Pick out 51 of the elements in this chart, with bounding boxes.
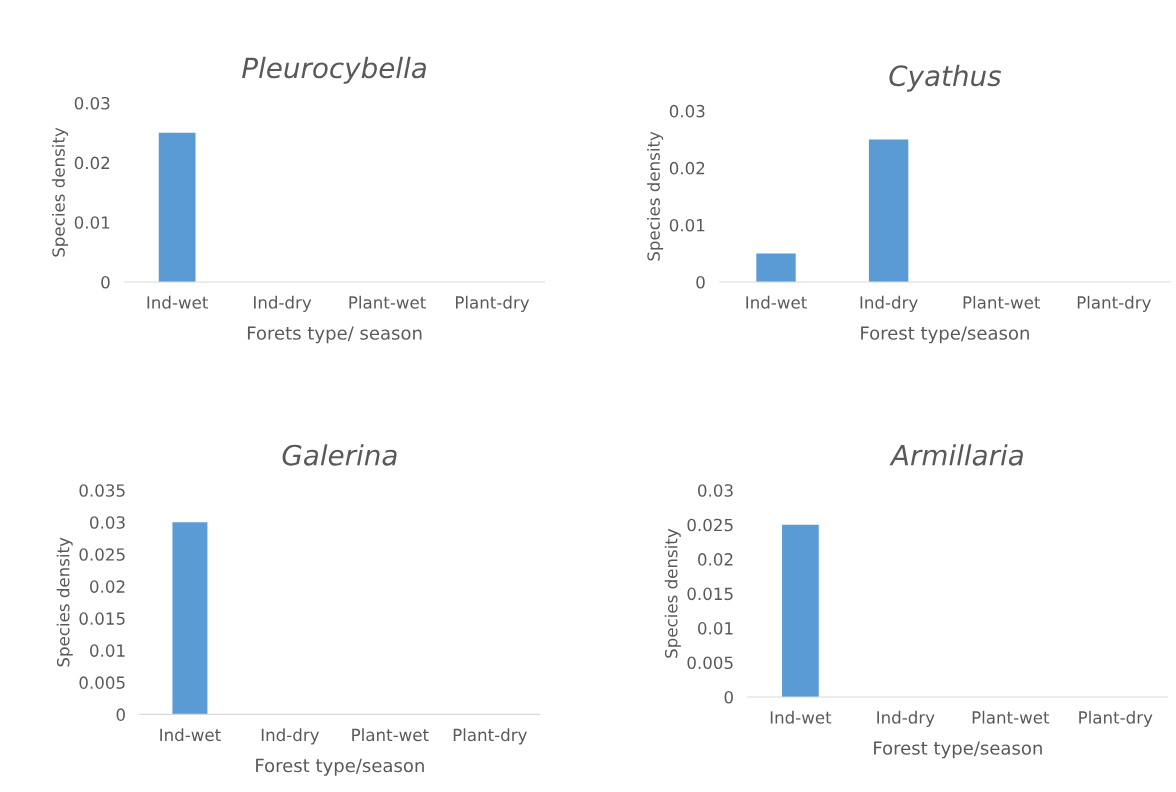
chart-title: Galerina xyxy=(282,444,397,466)
y-axis-title: Species density xyxy=(647,131,664,261)
chart-title: Cyathus xyxy=(889,64,1002,92)
y-tick-label: 0.01 xyxy=(669,218,705,232)
y-tick-label: 0 xyxy=(116,708,125,721)
x-tick-label: Plant-wet xyxy=(349,295,426,309)
x-tick-label: Ind-dry xyxy=(254,295,312,312)
x-tick-label: Plant-wet xyxy=(963,295,1041,309)
y-tick-label: 0.03 xyxy=(90,516,125,529)
x-axis-title: Forest type/season xyxy=(256,758,424,776)
y-tick-label: 0.01 xyxy=(74,216,110,229)
y-tick-label: 0.02 xyxy=(74,156,110,170)
y-tick-label: 0.03 xyxy=(698,484,733,497)
y-tick-label: 0.02 xyxy=(90,580,125,593)
x-tick-label: Plant-wet xyxy=(352,728,429,742)
x-tick-label: Ind-dry xyxy=(261,728,320,745)
x-tick-label: Ind-wet xyxy=(160,728,221,742)
y-tick-label: 0.02 xyxy=(669,161,705,175)
y-tick-label: 0.025 xyxy=(79,548,125,561)
y-tick-label: 0.01 xyxy=(698,622,733,635)
y-tick-label: 0.005 xyxy=(79,676,125,689)
y-tick-label: 0.025 xyxy=(687,518,733,532)
x-tick-label: Ind-wet xyxy=(770,710,832,724)
y-tick-label: 0.015 xyxy=(687,587,733,601)
x-tick-label: Plant-wet xyxy=(972,710,1050,724)
y-tick-label: 0.015 xyxy=(79,612,125,625)
x-tick-label: Plant-dry xyxy=(1079,710,1153,727)
y-tick-label: 0 xyxy=(101,275,110,289)
y-tick-label: 0 xyxy=(696,275,705,289)
y-tick-label: 0.01 xyxy=(90,644,125,657)
y-axis-title: Species density xyxy=(51,127,69,257)
y-tick-label: 0.03 xyxy=(669,104,705,118)
x-tick-label: Ind-dry xyxy=(877,710,935,727)
x-axis-title: Forets type/ season xyxy=(247,326,422,344)
x-tick-label: Ind-dry xyxy=(860,295,918,312)
x-tick-label: Ind-wet xyxy=(147,295,208,309)
y-tick-label: 0.02 xyxy=(698,553,733,566)
y-axis-title: Species density xyxy=(56,537,73,667)
chart-title: Pleurocybella xyxy=(242,56,426,84)
y-tick-label: 0 xyxy=(724,690,733,704)
x-tick-label: Plant-dry xyxy=(1077,295,1151,312)
y-tick-label: 0.035 xyxy=(79,484,125,497)
y-axis-title: Species density xyxy=(664,528,681,658)
y-tick-label: 0.03 xyxy=(74,96,110,110)
x-axis-title: Forest type/season xyxy=(861,326,1029,344)
x-tick-label: Ind-wet xyxy=(746,295,807,309)
y-tick-label: 0.005 xyxy=(687,656,733,670)
chart-title: Armillaria xyxy=(889,444,1023,466)
x-tick-label: Plant-dry xyxy=(453,728,527,745)
x-tick-label: Plant-dry xyxy=(455,295,530,312)
x-axis-title: Forest type/season xyxy=(874,741,1042,759)
